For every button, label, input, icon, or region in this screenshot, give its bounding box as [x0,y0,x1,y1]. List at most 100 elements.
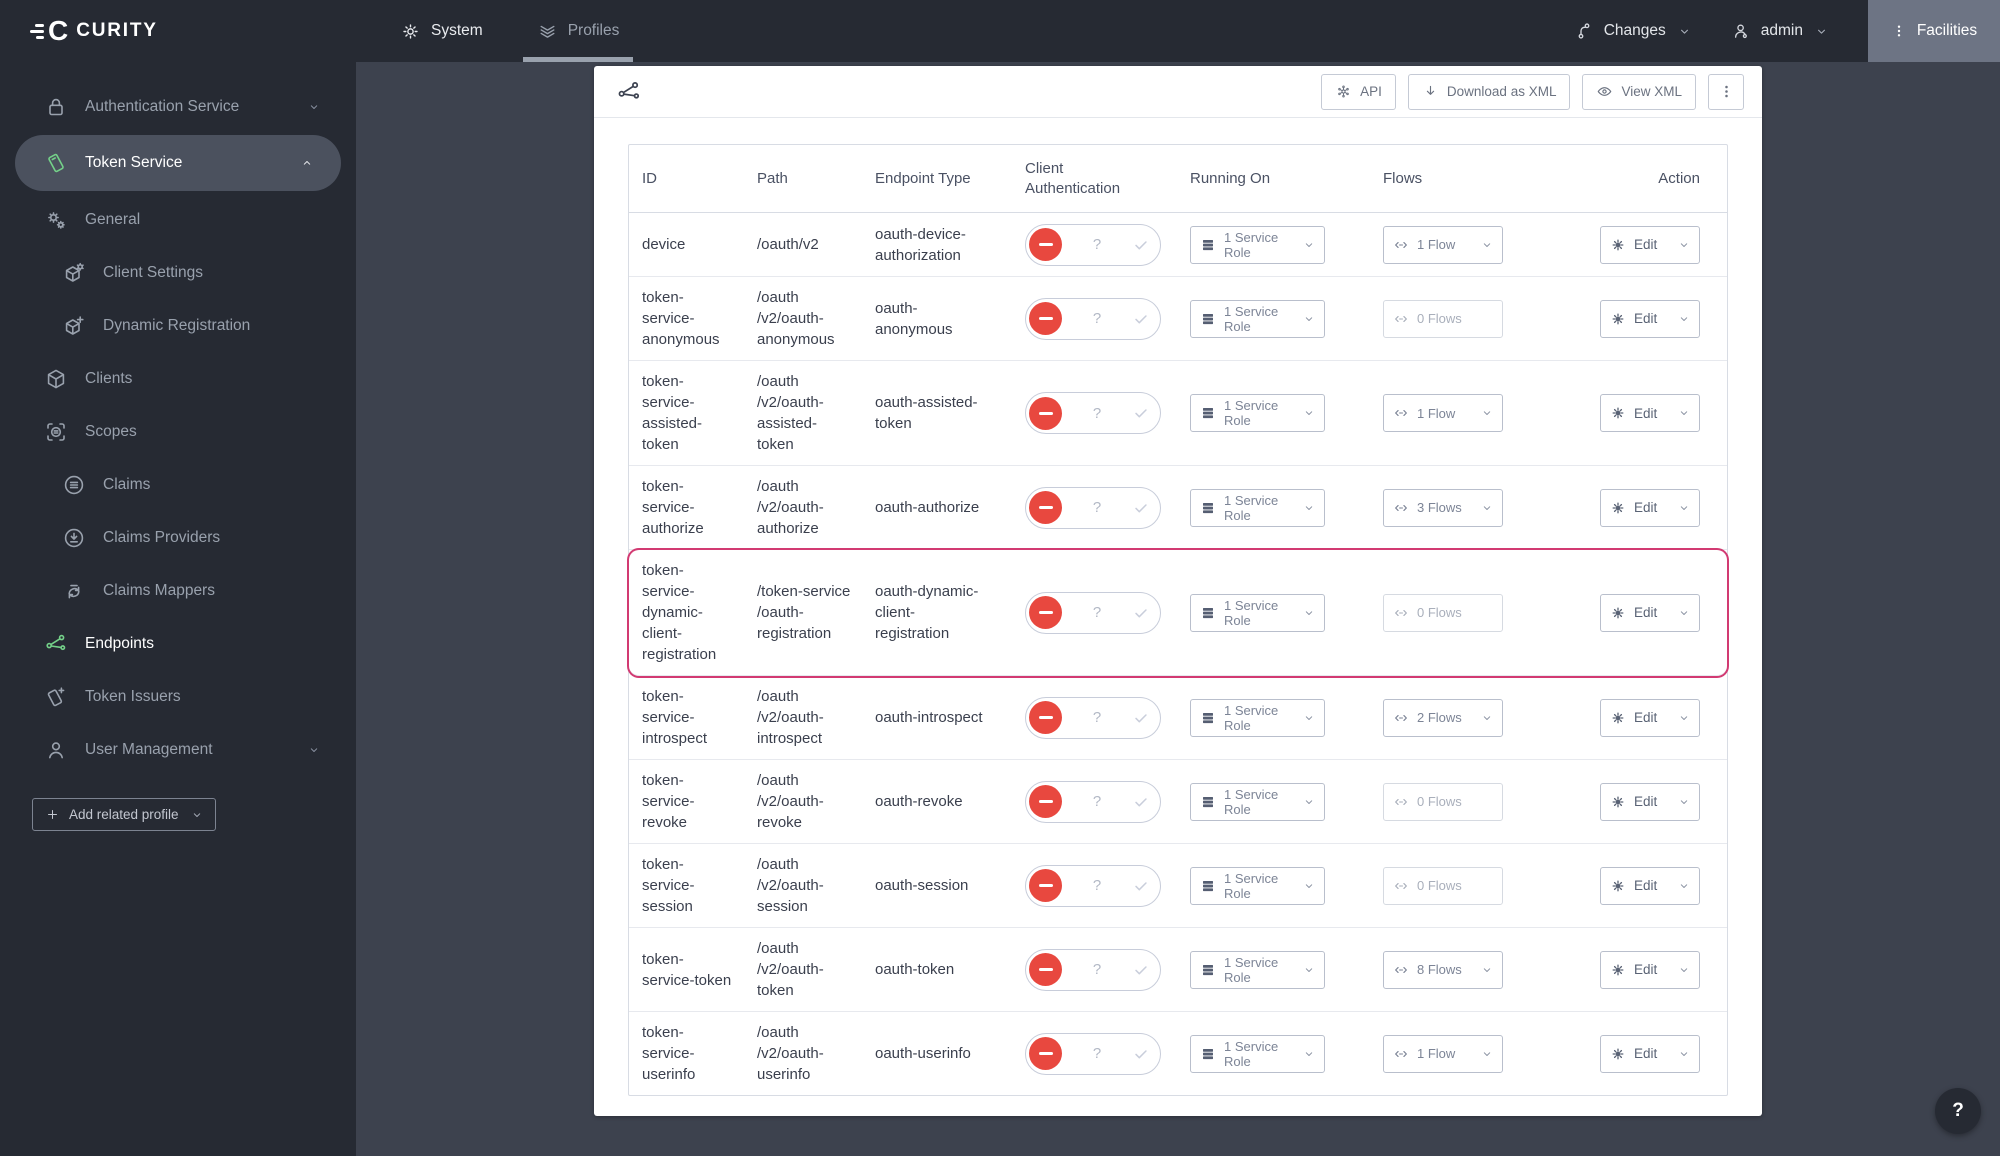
edit-button[interactable]: Edit [1600,1034,1700,1073]
running-on-select[interactable]: 1 Service Role [1190,225,1325,264]
auth-optional-option[interactable]: ? [1092,709,1102,726]
toolbar-buttons: API Download as XML View XML [1321,73,1744,110]
client-auth-toggle[interactable]: ? [1025,591,1161,634]
flows-select[interactable]: 8 Flows [1383,950,1503,989]
flows-select[interactable]: 0 Flows [1383,782,1503,821]
auth-required-check-icon[interactable] [1132,793,1150,811]
curity-logo[interactable]: C CURITY [0,0,356,62]
auth-disabled-option[interactable] [1029,596,1062,629]
cell-path: /oauth /v2/oauth-assisted-token [757,373,824,453]
running-on-select[interactable]: 1 Service Role [1190,299,1325,338]
auth-optional-option[interactable]: ? [1092,793,1102,810]
auth-optional-option[interactable]: ? [1092,310,1102,327]
auth-optional-option[interactable]: ? [1092,499,1102,516]
admin-menu[interactable]: admin [1731,0,1828,62]
running-on-select[interactable]: 1 Service Role [1190,593,1325,632]
auth-required-check-icon[interactable] [1132,499,1150,517]
add-related-profile-button[interactable]: Add related profile [32,798,216,831]
sidebar-item-dynamic-registration[interactable]: Dynamic Registration [0,299,356,352]
auth-required-check-icon[interactable] [1132,877,1150,895]
auth-disabled-option[interactable] [1029,396,1062,430]
running-on-select[interactable]: 1 Service Role [1190,698,1325,737]
sidebar-item-general[interactable]: General [0,193,356,246]
flows-select[interactable]: 3 Flows [1383,488,1503,527]
changes-menu[interactable]: Changes [1574,0,1691,62]
auth-required-check-icon[interactable] [1132,709,1150,727]
edit-button[interactable]: Edit [1600,299,1700,338]
auth-disabled-option[interactable] [1029,701,1062,734]
sidebar-item-client-settings[interactable]: Client Settings [0,246,356,299]
auth-optional-option[interactable]: ? [1092,1045,1102,1062]
sidebar-item-claims[interactable]: Claims [0,458,356,511]
client-auth-toggle[interactable]: ? [1025,864,1161,907]
more-options-button[interactable] [1708,73,1744,110]
auth-disabled-option[interactable] [1029,869,1062,902]
client-auth-toggle[interactable]: ? [1025,486,1161,529]
sidebar-item-endpoints[interactable]: Endpoints [0,617,356,670]
client-auth-toggle[interactable]: ? [1025,696,1161,739]
auth-required-check-icon[interactable] [1132,1045,1150,1063]
client-auth-toggle[interactable]: ? [1025,223,1161,266]
running-on-select[interactable]: 1 Service Role [1190,1034,1325,1073]
auth-disabled-option[interactable] [1029,228,1062,261]
edit-button[interactable]: Edit [1600,488,1700,527]
sidebar-item-token-service[interactable]: Token Service [15,135,341,191]
flows-select[interactable]: 2 Flows [1383,698,1503,737]
auth-disabled-option[interactable] [1029,953,1062,986]
auth-optional-option[interactable]: ? [1092,236,1102,253]
sidebar-item-scopes[interactable]: Scopes [0,405,356,458]
auth-disabled-option[interactable] [1029,302,1062,335]
client-auth-toggle[interactable]: ? [1025,392,1161,434]
auth-required-check-icon[interactable] [1132,961,1150,979]
flows-select[interactable]: 1 Flow [1383,225,1503,264]
client-auth-toggle[interactable]: ? [1025,1032,1161,1075]
facilities-button[interactable]: Facilities [1868,0,2000,62]
auth-optional-option[interactable]: ? [1092,404,1102,422]
sidebar-item-claims-mappers[interactable]: Claims Mappers [0,564,356,617]
flows-select[interactable]: 0 Flows [1383,866,1503,905]
tab-system[interactable]: System [386,0,497,62]
auth-required-check-icon[interactable] [1132,404,1150,422]
client-auth-toggle[interactable]: ? [1025,780,1161,823]
edit-button[interactable]: Edit [1600,593,1700,632]
edit-button[interactable]: Edit [1600,950,1700,989]
client-auth-toggle[interactable]: ? [1025,297,1161,340]
view-xml-button[interactable]: View XML [1582,73,1696,110]
auth-optional-option[interactable]: ? [1092,877,1102,894]
download-as-xml-button[interactable]: Download as XML [1407,73,1571,110]
auth-disabled-option[interactable] [1029,1037,1062,1070]
edit-button[interactable]: Edit [1600,866,1700,905]
flows-icon [1393,500,1409,516]
flows-select[interactable]: 1 Flow [1383,394,1503,432]
client-auth-toggle[interactable]: ? [1025,948,1161,991]
auth-required-check-icon[interactable] [1132,604,1150,622]
running-on-select[interactable]: 1 Service Role [1190,488,1325,527]
auth-disabled-option[interactable] [1029,785,1062,818]
flows-select[interactable]: 0 Flows [1383,593,1503,632]
cell-id: device [642,236,686,253]
flows-select[interactable]: 0 Flows [1383,299,1503,338]
running-on-select[interactable]: 1 Service Role [1190,394,1325,432]
edit-button[interactable]: Edit [1600,698,1700,737]
auth-required-check-icon[interactable] [1132,310,1150,328]
sidebar-item-authentication-service[interactable]: Authentication Service [0,80,356,133]
sidebar-item-user-management[interactable]: User Management [0,723,356,776]
sidebar-item-token-issuers[interactable]: Token Issuers [0,670,356,723]
api-button[interactable]: API [1321,73,1396,110]
sidebar-item-clients[interactable]: Clients [0,352,356,405]
edit-button[interactable]: Edit [1600,394,1700,432]
running-on-select[interactable]: 1 Service Role [1190,950,1325,989]
sidebar-item-claims-providers[interactable]: Claims Providers [0,511,356,564]
flows-select[interactable]: 1 Flow [1383,1034,1503,1073]
tab-profiles[interactable]: Profiles [522,0,634,62]
auth-optional-option[interactable]: ? [1092,961,1102,978]
auth-optional-option[interactable]: ? [1092,604,1102,621]
auth-required-check-icon[interactable] [1132,236,1150,254]
edit-button[interactable]: Edit [1600,225,1700,264]
edit-button[interactable]: Edit [1600,782,1700,821]
auth-disabled-option[interactable] [1029,491,1062,524]
running-on-select[interactable]: 1 Service Role [1190,866,1325,905]
table-row: token-service-token /oauth /v2/oauth-tok… [629,928,1727,1012]
running-on-select[interactable]: 1 Service Role [1190,782,1325,821]
help-button[interactable]: ? [1935,1088,1981,1134]
